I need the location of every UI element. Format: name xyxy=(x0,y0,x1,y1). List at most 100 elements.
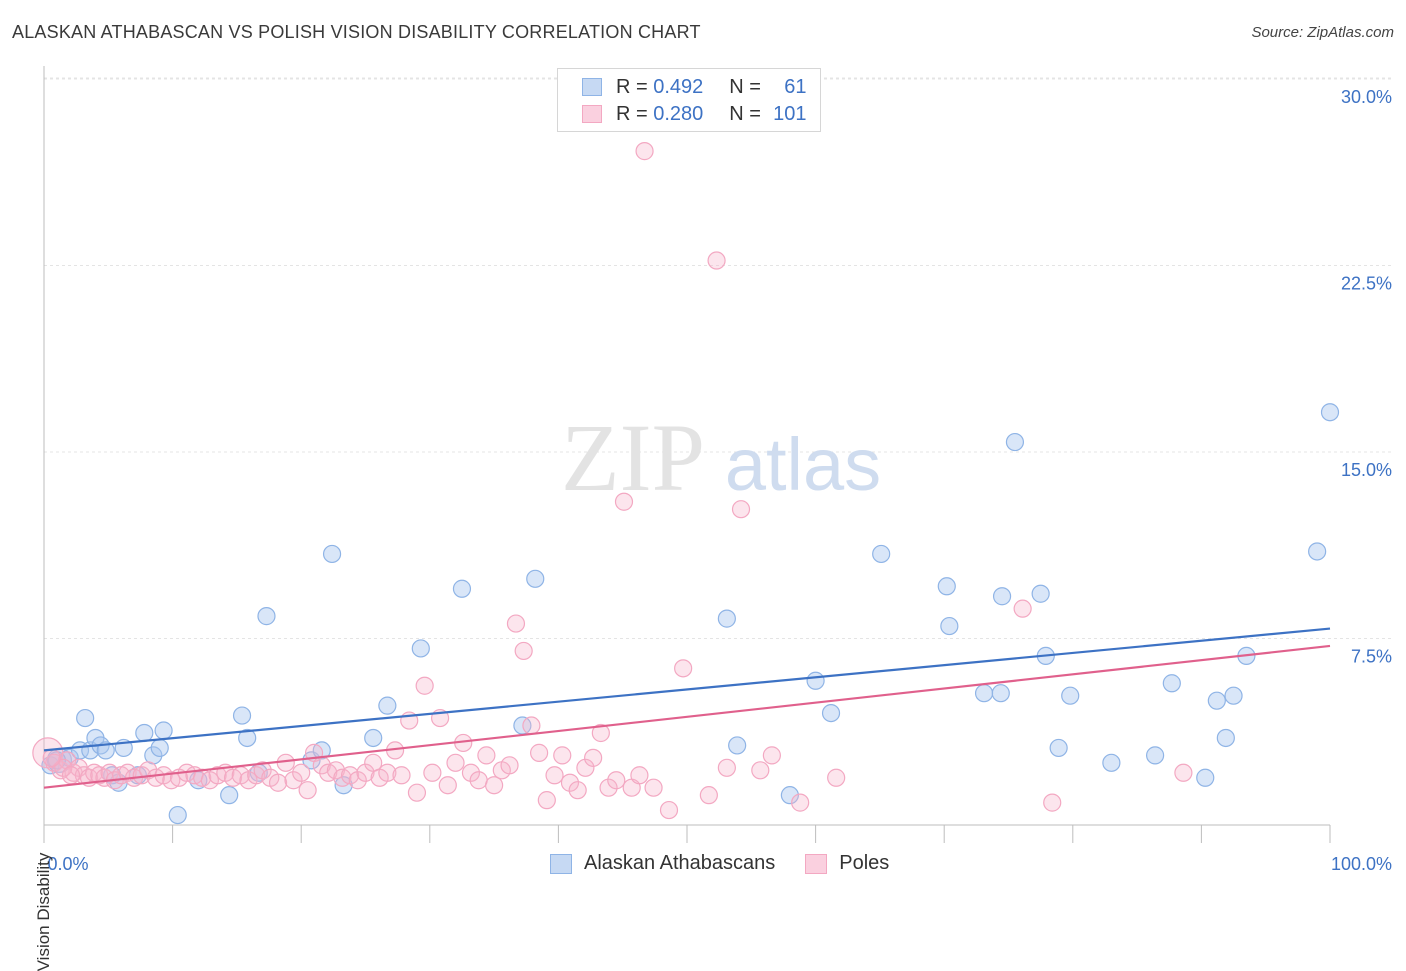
point-pole xyxy=(292,763,311,782)
point-pole xyxy=(545,766,564,785)
series-legend: Alaskan Athabascans Poles xyxy=(550,852,919,875)
legend-n-value: 101 xyxy=(773,102,807,125)
point-pole xyxy=(537,791,556,810)
point-pole xyxy=(630,766,649,785)
point-athabascan xyxy=(1308,542,1327,561)
legend-n-label: N = xyxy=(729,75,761,98)
point-athabascan xyxy=(728,736,747,755)
chart-title: ALASKAN ATHABASCAN VS POLISH VISION DISA… xyxy=(12,22,701,42)
point-athabascan xyxy=(220,786,239,805)
point-athabascan xyxy=(780,786,799,805)
point-athabascan xyxy=(1224,686,1243,705)
point-pole xyxy=(674,659,693,678)
source-label: Source: ZipAtlas.com xyxy=(1251,24,1394,41)
series-name-poles: Poles xyxy=(839,852,890,874)
point-pole xyxy=(276,753,295,772)
scatter-chart: ZIP atlas 7.5% 15.0% 22.5% 30.0% 0.0% 100.0% xyxy=(32,66,1392,874)
point-athabascan xyxy=(378,696,397,715)
point-pole xyxy=(61,766,81,785)
point-athabascan xyxy=(940,616,959,636)
series-swatch-poles xyxy=(805,853,828,874)
point-pole xyxy=(348,771,367,790)
point-athabascan xyxy=(974,684,994,703)
point-pole xyxy=(415,676,434,695)
point-pole xyxy=(54,758,73,777)
trend-line-athabascans xyxy=(43,627,1331,752)
point-athabascan xyxy=(872,544,891,564)
point-pole xyxy=(568,781,587,800)
point-pole xyxy=(560,773,580,792)
y-tick-label: 15.0% xyxy=(1341,460,1392,480)
legend-swatch-poles xyxy=(582,105,602,123)
point-pole xyxy=(268,773,288,792)
point-athabascan xyxy=(1061,686,1080,705)
point-pole xyxy=(446,753,465,772)
point-pole xyxy=(827,768,846,787)
legend-swatch-athabascans xyxy=(582,78,602,96)
legend-r-label: R = xyxy=(616,102,648,125)
point-athabascan xyxy=(1031,584,1050,603)
point-pole xyxy=(731,500,751,519)
point-athabascan xyxy=(364,728,383,748)
trend-lines xyxy=(43,627,1331,789)
grid xyxy=(44,77,1392,639)
point-athabascan xyxy=(526,569,545,588)
point-pole xyxy=(751,761,770,780)
point-pole xyxy=(298,781,317,800)
point-pole xyxy=(42,748,61,767)
point-athabascan xyxy=(1005,432,1025,452)
data-points xyxy=(32,142,1340,825)
point-athabascan xyxy=(232,706,252,725)
y-tick-label: 22.5% xyxy=(1341,274,1392,294)
x-tick-label: 0.0% xyxy=(47,854,88,874)
point-pole xyxy=(423,763,442,782)
series-legend-athabascans: Alaskan Athabascans xyxy=(550,852,775,875)
point-athabascan xyxy=(238,728,257,748)
point-athabascan xyxy=(322,544,342,564)
watermark-atlas: atlas xyxy=(725,423,881,506)
legend-r-label: R = xyxy=(616,75,648,98)
point-athabascan xyxy=(1146,746,1165,765)
point-pole xyxy=(584,748,603,767)
legend-r-value: 0.280 xyxy=(653,102,704,125)
point-athabascan xyxy=(452,579,472,598)
point-pole xyxy=(284,771,303,790)
point-pole xyxy=(253,761,272,780)
point-pole xyxy=(717,758,736,777)
series-name-athabascans: Alaskan Athabascans xyxy=(584,852,776,874)
point-pole xyxy=(553,746,572,765)
point-pole xyxy=(762,746,781,765)
point-pole xyxy=(707,251,726,270)
point-pole xyxy=(1174,763,1193,782)
legend-r-value: 0.492 xyxy=(653,75,704,98)
point-athabascan xyxy=(135,723,154,743)
point-athabascan xyxy=(1207,691,1226,710)
point-pole xyxy=(392,766,411,785)
point-pole xyxy=(591,723,610,743)
series-swatch-athabascans xyxy=(550,853,572,874)
point-athabascan xyxy=(334,776,353,795)
point-athabascan xyxy=(821,703,841,723)
point-pole xyxy=(438,776,457,795)
point-pole xyxy=(469,771,488,790)
point-pole xyxy=(477,746,496,765)
legend-n-value: 61 xyxy=(784,75,807,98)
point-athabascan xyxy=(96,741,115,760)
watermark: ZIP atlas xyxy=(561,404,881,511)
point-pole xyxy=(326,761,346,780)
point-pole xyxy=(356,763,375,782)
tick-labels: 7.5% 15.0% 22.5% 30.0% 0.0% 100.0% xyxy=(47,87,1392,874)
trend-line-poles xyxy=(43,644,1331,789)
point-athabascan xyxy=(1320,403,1340,422)
point-pole xyxy=(599,778,618,797)
point-athabascan xyxy=(806,671,825,690)
point-pole xyxy=(485,776,504,795)
point-athabascan xyxy=(150,738,169,758)
point-athabascan xyxy=(1216,728,1235,748)
point-athabascan xyxy=(1196,768,1215,787)
point-pole xyxy=(699,786,718,805)
point-athabascan xyxy=(992,587,1012,606)
point-pole xyxy=(530,743,549,762)
point-pole xyxy=(514,641,533,661)
point-athabascan xyxy=(1162,674,1181,693)
